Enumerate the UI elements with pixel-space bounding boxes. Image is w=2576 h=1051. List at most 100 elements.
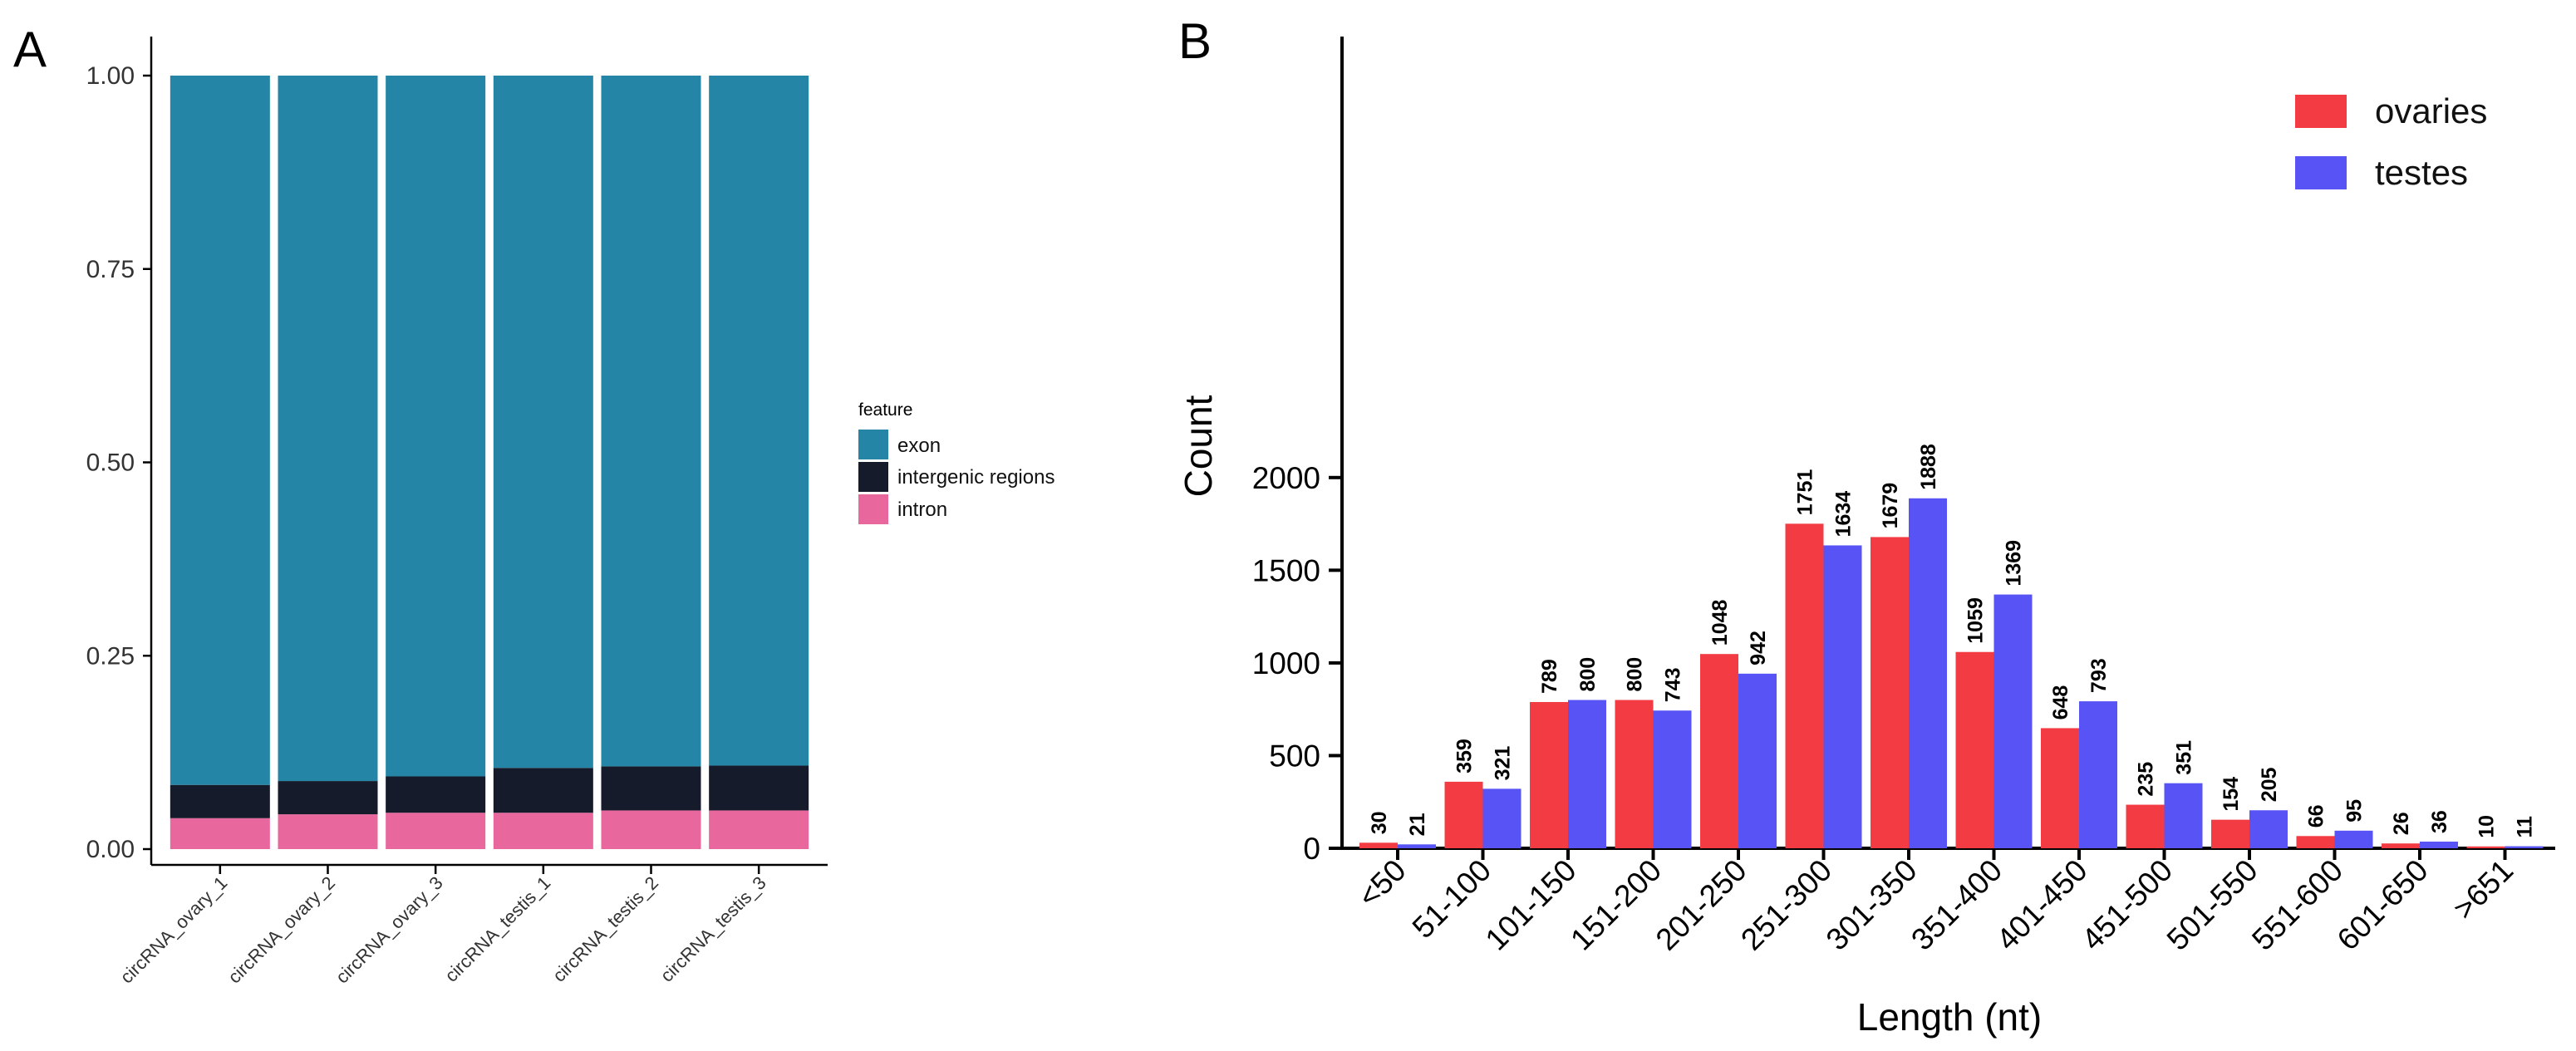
b-ytick-label-1: 500: [1269, 739, 1320, 773]
b-bar-ovaries-551-600: [2296, 836, 2335, 848]
a-xtick-label-6: circRNA_testis_3: [656, 872, 770, 986]
a-ytick-label-2: 0.50: [86, 449, 135, 477]
b-bar-ovaries-50: [1359, 842, 1398, 848]
b-value-label-testes-151-200: 743: [1662, 668, 1685, 703]
b-bar-ovaries-101-150: [1530, 701, 1568, 848]
b-value-label-ovaries-501-550: 154: [2220, 777, 2243, 812]
a-xtick-label-1: circRNA_ovary_1: [116, 872, 232, 988]
b-value-label-testes-101-150: 800: [1576, 657, 1600, 692]
b-xtick-label-10: 451-500: [2075, 853, 2179, 957]
legend-key-testes: [2295, 156, 2347, 189]
a-ytick-label-1: 0.25: [86, 642, 135, 670]
a-bar-intron-3: [386, 813, 486, 849]
a-ytick-label-3: 0.75: [86, 256, 135, 283]
b-value-label-testes-251-300: 1634: [1832, 491, 1856, 538]
legend-key-intergenic: [858, 462, 888, 492]
b-value-label-testes-551-600: 95: [2343, 799, 2367, 823]
b-bar-ovaries-401-450: [2041, 728, 2079, 848]
panel-a: A 0.000.250.500.751.00 circRNA_ovary_1ci…: [13, 22, 1054, 988]
b-bar-testes-251-300: [1823, 545, 1862, 848]
legend-key-intron: [858, 494, 888, 524]
a-ytick-label-4: 1.00: [86, 62, 135, 90]
b-value-label-ovaries-301-350: 1679: [1879, 483, 1902, 529]
b-value-label-testes-51-100: 321: [1492, 746, 1515, 781]
b-value-label-ovaries-51-100: 359: [1453, 739, 1477, 774]
b-value-label-testes-501-550: 205: [2258, 767, 2281, 802]
a-xtick-label-4: circRNA_testis_1: [440, 872, 554, 986]
b-bar-testes-451-500: [2164, 783, 2203, 848]
a-bar-intergenic-regions-2: [278, 781, 378, 815]
a-bar-exon-1: [170, 76, 270, 785]
b-bar-testes-351-400: [1993, 594, 2033, 848]
legend-label-ovaries: ovaries: [2375, 91, 2487, 130]
b-xtick-label-14: >651: [2446, 853, 2519, 926]
b-bar-ovaries-51-100: [1444, 781, 1483, 848]
b-bar-ovaries-651: [2466, 846, 2505, 848]
b-value-label-ovaries-101-150: 789: [1538, 659, 1561, 694]
b-xtick-label-9: 401-450: [1990, 853, 2094, 957]
b-value-label-testes-351-400: 1369: [2003, 540, 2026, 587]
b-bar-ovaries-451-500: [2126, 804, 2165, 848]
b-value-label-ovaries-251-300: 1751: [1794, 469, 1817, 516]
a-bar-exon-6: [709, 76, 809, 766]
panel-b-label: B: [1178, 13, 1212, 69]
b-value-label-ovaries-201-250: 1048: [1708, 599, 1732, 646]
b-xtick-label-6: 251-300: [1734, 853, 1838, 957]
legend-label-intron: intron: [897, 498, 947, 521]
b-bar-ovaries-351-400: [1955, 651, 1994, 848]
b-ytick-label-0: 0: [1303, 832, 1320, 866]
b-value-label-testes-50: 21: [1406, 813, 1429, 836]
a-bar-intergenic-regions-6: [709, 765, 809, 811]
b-ytick-label-4: 2000: [1252, 461, 1320, 495]
b-value-label-ovaries-451-500: 235: [2135, 762, 2158, 797]
b-bar-ovaries-601-650: [2382, 843, 2420, 848]
panel-b-x-axis-label: Length (nt): [1857, 995, 2042, 1039]
a-bar-exon-4: [493, 76, 593, 769]
b-xtick-label-7: 301-350: [1820, 853, 1924, 957]
b-bar-testes-50: [1398, 844, 1436, 848]
panel-b-y-axis-label: Count: [1177, 395, 1220, 497]
b-value-label-ovaries-50: 30: [1368, 811, 1391, 834]
b-bar-testes-601-650: [2420, 841, 2458, 848]
a-ytick-label-0: 0.00: [86, 836, 135, 863]
b-ytick-label-2: 1000: [1252, 646, 1320, 680]
b-value-label-ovaries-151-200: 800: [1624, 657, 1647, 692]
a-bar-intron-6: [709, 810, 809, 849]
b-bar-testes-301-350: [1909, 498, 1947, 848]
b-value-label-testes-651: 11: [2514, 816, 2537, 838]
b-value-label-ovaries-551-600: 66: [2305, 804, 2328, 828]
b-bar-testes-151-200: [1653, 710, 1692, 848]
legend-label-exon: exon: [897, 435, 941, 457]
b-bar-testes-201-250: [1738, 673, 1777, 848]
b-bar-testes-651: [2505, 846, 2544, 848]
a-bar-intron-2: [278, 814, 378, 849]
b-bar-ovaries-151-200: [1615, 700, 1654, 848]
legend-label-testes: testes: [2375, 153, 2468, 192]
a-bar-intergenic-regions-5: [601, 766, 701, 811]
b-bar-testes-551-600: [2334, 830, 2373, 848]
a-bar-intron-5: [601, 810, 701, 849]
a-bar-exon-5: [601, 76, 701, 767]
a-bar-intron-1: [170, 818, 270, 849]
b-bar-ovaries-251-300: [1785, 523, 1824, 848]
b-bar-testes-51-100: [1482, 788, 1522, 848]
b-bar-ovaries-201-250: [1700, 654, 1738, 848]
b-xtick-label-3: 101-150: [1479, 853, 1583, 957]
panel-a-legend: feature exon intergenic regions intron: [858, 400, 1054, 524]
b-xtick-label-4: 151-200: [1564, 853, 1668, 957]
a-bar-exon-2: [278, 76, 378, 782]
b-bar-ovaries-301-350: [1871, 537, 1909, 848]
b-xtick-label-13: 601-650: [2331, 853, 2435, 957]
b-xtick-label-1: <50: [1351, 853, 1412, 914]
panel-b-legend: ovaries testes: [2295, 91, 2487, 192]
panel-b: B Count Length (nt) 0 500 1000 1500 2000 30 2…: [1177, 13, 2555, 1039]
b-value-label-ovaries-351-400: 1059: [1964, 597, 1988, 644]
a-bar-intergenic-regions-1: [170, 784, 270, 818]
legend-label-intergenic: intergenic regions: [897, 466, 1054, 489]
b-ytick-label-3: 1500: [1252, 553, 1320, 587]
b-value-label-testes-451-500: 351: [2173, 740, 2196, 775]
legend-key-ovaries: [2295, 95, 2347, 128]
a-xtick-label-2: circRNA_ovary_2: [224, 872, 339, 988]
legend-key-exon: [858, 430, 888, 459]
